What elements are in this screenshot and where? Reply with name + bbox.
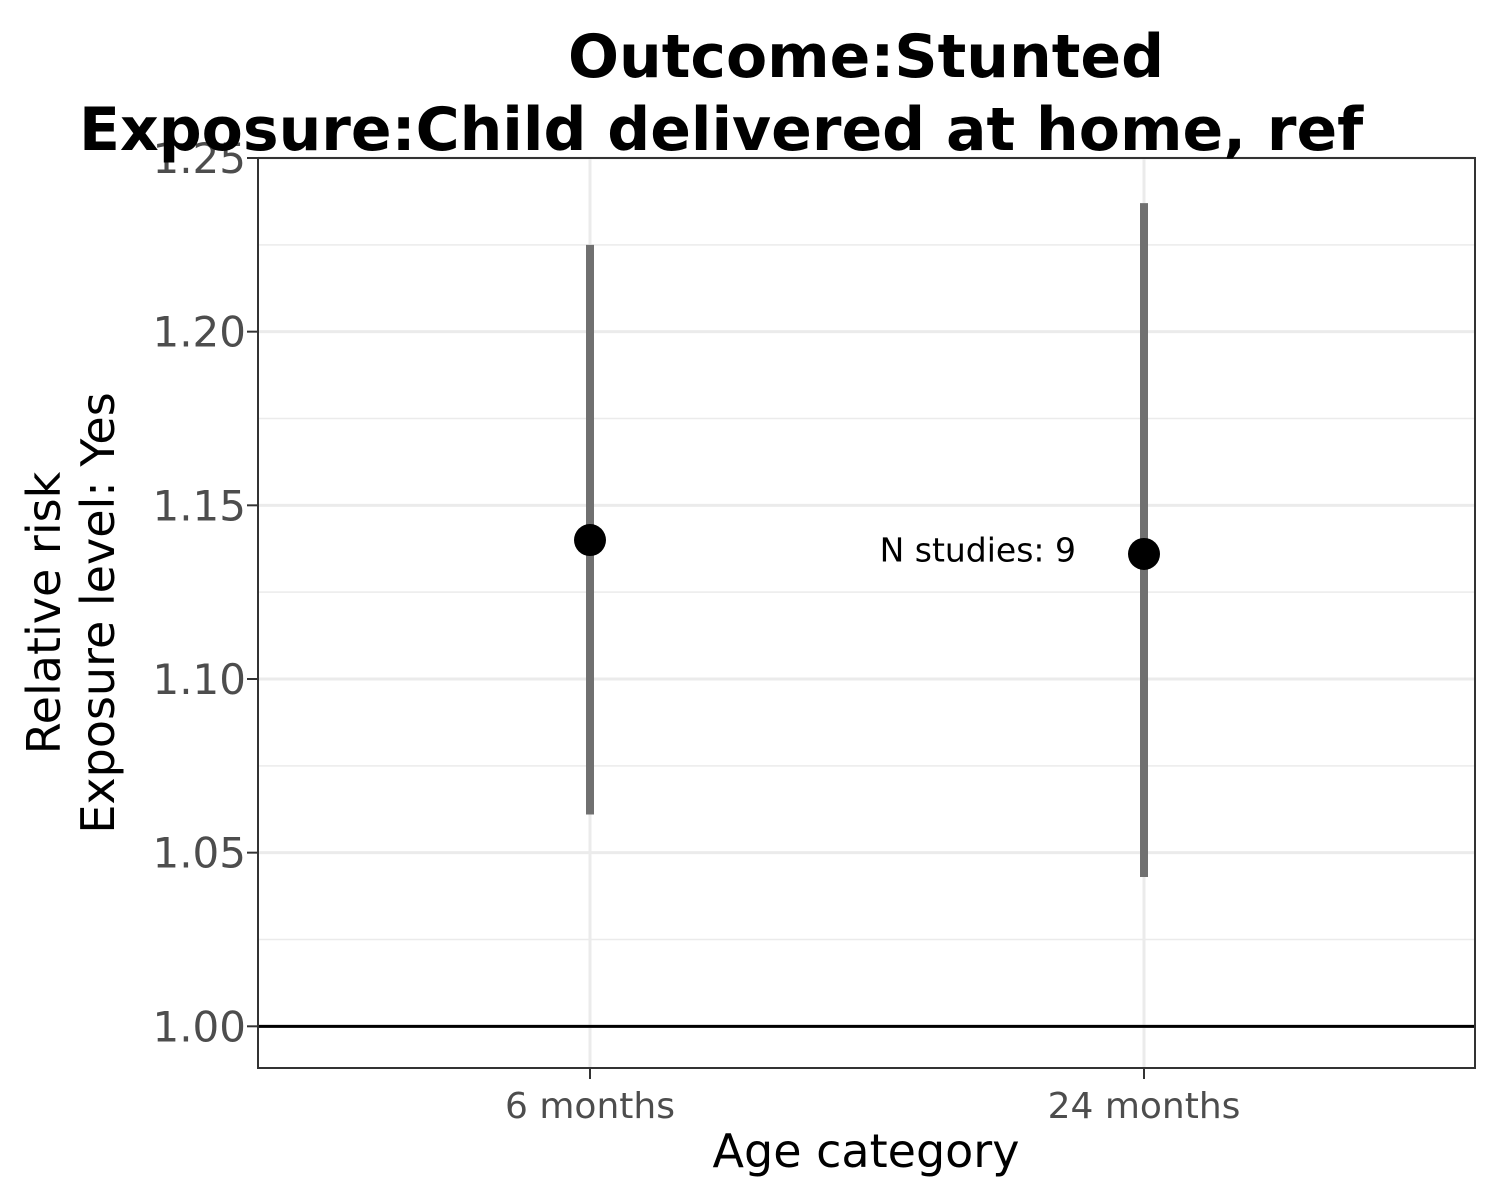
y-tick-label: 1.05 bbox=[152, 829, 246, 878]
n-studies-annotation: N studies: 9 bbox=[880, 530, 1076, 569]
y-tick-label: 1.10 bbox=[152, 655, 246, 704]
chart-title-line-2: Exposure:Child delivered at home, ref bbox=[79, 95, 1364, 165]
panel-border bbox=[257, 157, 1476, 1069]
x-axis-label: Age category bbox=[713, 1124, 1020, 1178]
point-estimate bbox=[574, 524, 606, 557]
x-tick-label: 6 months bbox=[505, 1086, 675, 1127]
y-tick-label: 1.20 bbox=[152, 308, 246, 357]
y-tick-label: 1.00 bbox=[152, 1002, 246, 1051]
chart-title-line-1: Outcome:Stunted bbox=[568, 22, 1164, 92]
point-estimates bbox=[574, 524, 1160, 570]
y-axis-ticks: 1.00 1.05 1.10 1.15 1.20 1.25 bbox=[152, 134, 258, 1051]
y-tick-label: 1.15 bbox=[152, 481, 246, 530]
y-tick-label: 1.25 bbox=[152, 134, 246, 183]
point-estimate bbox=[1128, 537, 1160, 570]
y-axis-label-line-2: Exposure level: Yes bbox=[71, 392, 125, 833]
grid-lines bbox=[258, 156, 1475, 1068]
y-axis-label-line-1: Relative risk bbox=[17, 471, 71, 754]
x-tick-label: 24 months bbox=[1048, 1086, 1241, 1127]
x-axis-ticks: 6 months 24 months bbox=[505, 1068, 1240, 1127]
